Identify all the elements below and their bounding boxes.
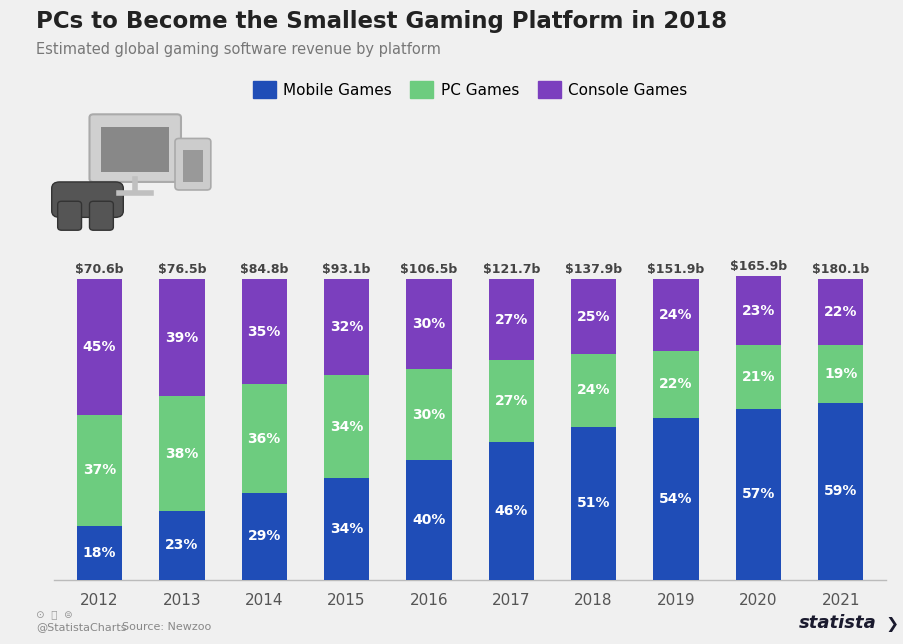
FancyBboxPatch shape	[101, 128, 169, 173]
Text: 54%: 54%	[658, 491, 692, 506]
Bar	[159, 279, 204, 397]
Text: $121.7b: $121.7b	[482, 263, 539, 276]
Text: 38%: 38%	[165, 446, 199, 460]
Text: ⊙  ⓘ  ⊜: ⊙ ⓘ ⊜	[36, 609, 73, 620]
Bar	[77, 415, 122, 526]
Bar	[241, 279, 286, 384]
Text: 23%: 23%	[165, 538, 199, 552]
Bar	[571, 426, 616, 580]
Text: 18%: 18%	[83, 545, 116, 560]
Bar	[77, 526, 122, 580]
Bar	[77, 279, 122, 415]
Bar	[488, 361, 534, 442]
Bar	[159, 397, 204, 511]
Bar	[488, 279, 534, 361]
Text: Source: Newzoo: Source: Newzoo	[122, 622, 211, 632]
Bar	[405, 460, 452, 580]
Text: $180.1b: $180.1b	[811, 263, 869, 276]
Bar	[817, 402, 862, 580]
Text: $70.6b: $70.6b	[75, 263, 124, 276]
Bar	[405, 370, 452, 460]
Text: $151.9b: $151.9b	[647, 263, 703, 276]
FancyBboxPatch shape	[58, 201, 81, 231]
Bar	[653, 279, 698, 352]
Bar	[653, 417, 698, 580]
Bar	[241, 493, 286, 580]
Text: 39%: 39%	[165, 331, 199, 345]
Text: 30%: 30%	[412, 408, 445, 422]
Text: $165.9b: $165.9b	[729, 260, 786, 274]
Text: PCs to Become the Smallest Gaming Platform in 2018: PCs to Become the Smallest Gaming Platfo…	[36, 10, 727, 33]
Text: Estimated global gaming software revenue by platform: Estimated global gaming software revenue…	[36, 42, 441, 57]
Text: 23%: 23%	[740, 304, 774, 318]
Bar	[241, 384, 286, 493]
Text: 36%: 36%	[247, 431, 281, 446]
Text: 32%: 32%	[330, 321, 363, 334]
Text: 27%: 27%	[494, 394, 527, 408]
Bar	[159, 511, 204, 580]
Text: 37%: 37%	[83, 463, 116, 477]
Text: 21%: 21%	[740, 370, 774, 384]
Bar	[571, 354, 616, 426]
FancyBboxPatch shape	[51, 182, 123, 218]
Text: 59%: 59%	[823, 484, 856, 498]
Text: 34%: 34%	[330, 419, 363, 433]
Bar	[735, 276, 780, 345]
Text: 29%: 29%	[247, 529, 281, 543]
FancyBboxPatch shape	[182, 150, 202, 182]
Text: 51%: 51%	[576, 496, 610, 510]
Text: 35%: 35%	[247, 325, 281, 339]
Text: 57%: 57%	[740, 487, 774, 501]
Bar	[735, 345, 780, 408]
Text: 27%: 27%	[494, 313, 527, 327]
Text: 40%: 40%	[412, 513, 445, 527]
Text: statista: statista	[798, 614, 876, 632]
Text: 22%: 22%	[658, 377, 692, 392]
Text: 19%: 19%	[823, 367, 856, 381]
Text: 46%: 46%	[494, 504, 527, 518]
Text: 30%: 30%	[412, 317, 445, 332]
Bar	[817, 345, 862, 402]
Text: $93.1b: $93.1b	[322, 263, 370, 276]
Text: $106.5b: $106.5b	[400, 263, 457, 276]
FancyBboxPatch shape	[89, 201, 113, 231]
Bar	[571, 279, 616, 354]
Text: $137.9b: $137.9b	[564, 263, 621, 276]
Bar	[323, 375, 368, 478]
Text: 24%: 24%	[658, 308, 692, 323]
Text: 22%: 22%	[823, 305, 856, 319]
Text: 34%: 34%	[330, 522, 363, 536]
Text: 45%: 45%	[83, 340, 116, 354]
Bar	[817, 279, 862, 345]
Text: 24%: 24%	[576, 383, 610, 397]
FancyBboxPatch shape	[89, 115, 181, 182]
Text: ❯: ❯	[880, 618, 898, 632]
Bar	[323, 478, 368, 580]
Text: @StatistaCharts: @StatistaCharts	[36, 622, 126, 632]
Text: $84.8b: $84.8b	[240, 263, 288, 276]
Bar	[405, 279, 452, 370]
Text: $76.5b: $76.5b	[157, 263, 206, 276]
Bar	[653, 352, 698, 417]
Bar	[735, 408, 780, 580]
FancyBboxPatch shape	[175, 138, 210, 190]
Legend: Mobile Games, PC Games, Console Games: Mobile Games, PC Games, Console Games	[247, 75, 693, 104]
Text: 25%: 25%	[576, 310, 610, 324]
Bar	[323, 279, 368, 375]
Bar	[488, 442, 534, 580]
